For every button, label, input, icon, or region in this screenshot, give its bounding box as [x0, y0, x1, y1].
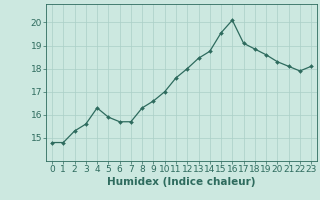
X-axis label: Humidex (Indice chaleur): Humidex (Indice chaleur) [107, 177, 256, 187]
